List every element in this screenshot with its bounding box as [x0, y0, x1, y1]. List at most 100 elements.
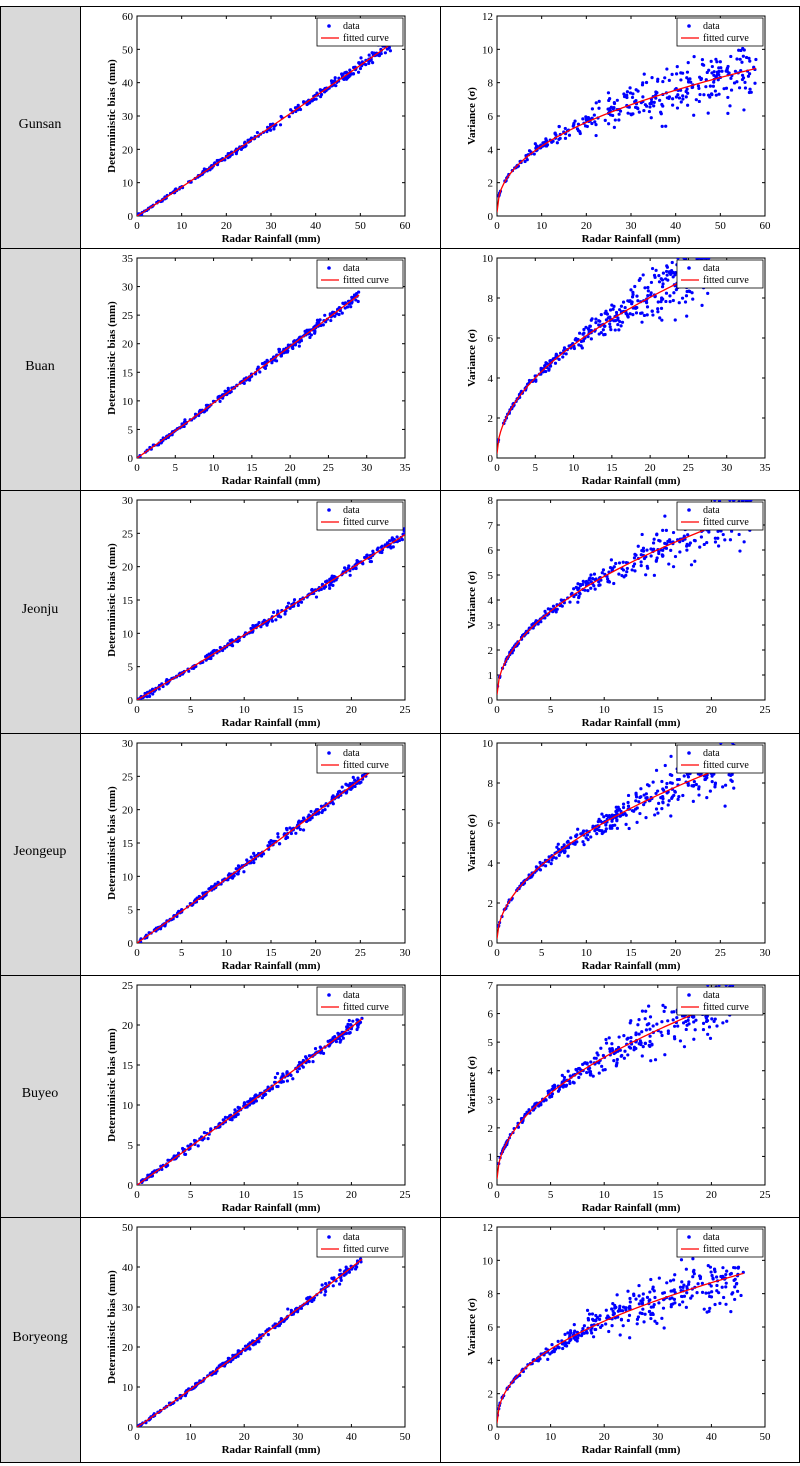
data-point	[650, 76, 654, 80]
data-point	[638, 1311, 642, 1315]
data-point	[212, 648, 216, 653]
data-point	[340, 311, 344, 315]
data-point	[622, 92, 626, 96]
y-tick-label: 35	[122, 253, 134, 265]
data-point	[708, 84, 712, 88]
y-tick-label: 0	[128, 1422, 134, 1434]
buyeo-bias-chart: 0 5 10 15 20 25 0 5 10 15 20 25 Radar Rainfall (mm) D…	[106, 980, 412, 1214]
data-point	[286, 343, 290, 347]
data-point	[754, 57, 758, 62]
data-point	[663, 763, 667, 768]
data-point	[636, 1315, 640, 1319]
x-tick-label: 15	[292, 704, 304, 716]
data-point	[604, 1037, 608, 1042]
y-tick-label: 0	[488, 453, 494, 465]
data-point	[597, 580, 601, 584]
variance-plot-cell: 0 5 10 15 20 25 0 1 2 3 4 5 6 7 Radar Rainfall (mm) Var…	[440, 975, 800, 1217]
data-point	[695, 1291, 699, 1295]
data-point	[344, 70, 348, 74]
data-point	[544, 1098, 548, 1102]
x-tick-label: 5	[548, 704, 554, 716]
data-point	[301, 816, 306, 820]
data-point	[663, 514, 667, 518]
data-point	[676, 258, 680, 260]
data-point	[610, 1324, 614, 1328]
data-point	[713, 540, 718, 544]
data-point	[324, 1281, 328, 1286]
data-point	[654, 807, 659, 811]
data-point	[530, 623, 534, 627]
data-point	[691, 799, 695, 803]
legend-box	[316, 259, 404, 289]
x-tick-label: 50	[355, 220, 367, 232]
x-tick-label: 25	[323, 462, 335, 474]
data-point	[637, 1018, 641, 1022]
data-point	[708, 1265, 713, 1269]
data-point	[748, 59, 752, 63]
data-point	[673, 1037, 677, 1041]
y-tick-label: 30	[122, 738, 134, 750]
y-tick-label: 25	[122, 528, 134, 540]
data-point	[690, 1014, 694, 1019]
data-point	[587, 578, 591, 582]
station-row-jeongeup: Jeongeup 0 5 10 15 20 25 30 0 5 10 15 20 25 30 Radar Ra…	[0, 733, 800, 975]
data-point	[710, 92, 714, 97]
data-point	[611, 1309, 615, 1313]
data-point	[726, 64, 730, 69]
data-point	[630, 95, 635, 100]
data-point	[344, 782, 348, 786]
data-point	[678, 550, 682, 554]
data-point	[653, 275, 657, 279]
data-point	[314, 808, 319, 812]
y-tick-label: 3	[488, 1094, 494, 1106]
data-point	[721, 1266, 725, 1270]
data-point	[649, 554, 653, 558]
data-point	[645, 313, 649, 317]
data-point	[538, 868, 543, 872]
data-point	[626, 804, 631, 808]
data-point	[318, 1045, 322, 1049]
data-point	[732, 81, 737, 85]
data-point	[586, 1067, 591, 1071]
legend-data-marker	[327, 266, 331, 270]
data-point	[633, 284, 637, 289]
data-point	[550, 1343, 554, 1347]
legend-label-data: data	[703, 263, 720, 274]
data-point	[585, 1308, 590, 1312]
fitted-curve-line	[137, 1258, 363, 1427]
y-tick-label: 0	[128, 938, 134, 950]
data-point	[721, 532, 725, 537]
station-name: Buyeo	[21, 1086, 59, 1101]
data-point	[355, 1027, 359, 1032]
y-tick-label: 25	[122, 980, 134, 992]
data-point	[356, 70, 361, 74]
data-point	[645, 548, 649, 552]
fitted-curve-line	[137, 534, 405, 700]
data-point	[589, 586, 593, 590]
data-point	[663, 1053, 667, 1057]
data-point	[555, 845, 559, 849]
plot-area	[136, 984, 406, 1186]
x-tick-label: 0	[494, 1431, 500, 1443]
data-point	[617, 112, 621, 116]
data-point	[650, 266, 655, 271]
data-point	[710, 779, 714, 784]
data-point	[674, 72, 679, 76]
data-point	[640, 1054, 644, 1058]
data-point	[626, 111, 630, 115]
x-tick-label: 25	[400, 1189, 412, 1201]
data-point	[605, 312, 610, 316]
data-point	[719, 66, 723, 70]
data-point	[664, 528, 668, 532]
data-point	[608, 824, 612, 828]
y-tick-label: 0	[128, 453, 134, 465]
data-point	[608, 113, 613, 117]
y-tick-label: 15	[122, 595, 134, 607]
data-point	[597, 1061, 601, 1065]
data-point	[626, 800, 630, 805]
x-tick-label: 0	[134, 1189, 140, 1201]
data-point	[637, 800, 641, 804]
y-tick-label: 5	[128, 1140, 134, 1152]
